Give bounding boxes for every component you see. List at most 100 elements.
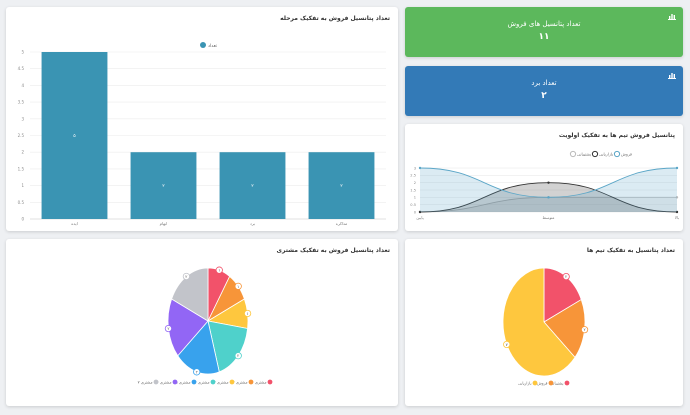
slice-label-bubble [182,272,190,281]
team-chart-card: تعداد پتانسیل به تفکیک تیم ها ۲ ۲ ۷ پشتیبان… [405,239,683,406]
y-tick-label: 1 [414,196,416,200]
y-tick-label: 4 [21,83,24,88]
bar [41,52,108,219]
x-tick-label: متوسط [543,215,555,220]
slice-value-label: ۲ [185,274,187,279]
slice-value-label: ۱ [237,284,239,289]
series-point [547,196,550,199]
wins-label: تعداد برد [531,79,557,87]
y-tick-label: 3 [21,116,24,121]
team-chart-title: تعداد پتانسیل به تفکیک تیم ها [586,247,675,254]
y-tick-label: 2.5 [410,174,416,178]
legend-label: مشتری ۴ [195,379,210,384]
series-point [675,166,679,170]
legend-label: فروش [621,152,632,157]
wins-value: ۲ [541,91,547,101]
legend-swatch [532,380,538,386]
y-tick-label: 1.5 [410,188,416,192]
slice-label-bubble [215,266,223,274]
slice-label-bubble [193,368,201,376]
bar-value-label: ۵ [73,134,76,139]
slice-value-label: ۱ [247,311,249,316]
y-tick-label: 4.5 [18,66,25,71]
sales-potentials-tile[interactable]: تعداد پتانسیل های فروش ۱۱ [405,7,683,57]
legend-swatch [591,150,599,158]
legend-label: مشتری ۳ [214,379,229,384]
series-point [547,181,550,184]
bar-value-label: ۲ [251,184,254,189]
x-tick-label: مذاکره [336,221,348,226]
legend-swatch [153,379,159,385]
slice-value-label: ۷ [506,342,509,347]
slice-label-bubble [164,324,173,333]
bar-value-label: ۲ [162,184,165,189]
legend-swatch [564,380,570,386]
series-point [675,196,679,199]
y-tick-label: 0.5 [18,200,25,205]
legend-swatch [248,379,254,385]
y-tick-label: 2 [414,181,416,185]
legend-label: مشتری ۷ [138,379,153,384]
x-tick-label: ایده [71,221,77,226]
y-tick-label: 5 [21,50,24,55]
legend-label: مشتری ۱ [252,379,267,384]
sales-potentials-label: تعداد پتانسیل های فروش [507,20,581,28]
slice-label-bubble [243,309,252,318]
legend-label: پشتیبانی [577,152,591,157]
x-tick-label: بالا [675,215,679,220]
slice-value-label: ۲ [196,369,198,374]
bar-chart-icon [668,73,676,79]
y-tick-label: 2.5 [18,133,25,138]
slice-value-label: ۲ [167,326,169,331]
customer-chart-card: تعداد پتانسیل فروش به تفکیک مشتری ۱ ۱ ۱ ۲ ۲ ۲… [6,239,398,406]
series-point [675,210,679,214]
legend-label: بازاریابی [599,152,613,157]
y-tick-label: 0 [21,217,24,222]
slice-label-bubble [580,326,589,334]
y-tick-label: 2 [21,150,24,155]
legend-swatch [613,150,621,158]
legend-swatch [569,150,577,158]
legend-label: مشتری ۶ [157,379,172,384]
x-tick-label: ابهام [160,221,168,226]
bar [308,152,375,219]
series-point [418,210,422,214]
stage-bar-chart[interactable]: تعداد 0 0.5 1 1.5 2 2.5 3 3.5 4 4.5 5 ۲ مذاکره ۲ برد ۲ اب… [6,7,398,231]
legend-label: تعداد [208,44,218,49]
priority-area-chart[interactable]: پشتیبانی بازاریابی فروش 0 0.5 1 1.5 2 2.5 3 بالا مت… [405,124,683,231]
priority-chart-card: پتانسیل فروش تیم ها به تفکیک اولویت پشتی… [405,124,683,231]
priority-chart-title: پتانسیل فروش تیم ها به تفکیک اولویت [558,132,675,139]
slice-value-label: ۱ [218,268,220,273]
y-tick-label: 0 [414,210,417,214]
x-tick-label: برد [250,221,255,226]
legend-swatch [548,380,554,386]
sales-potentials-value: ۱۱ [538,32,550,42]
wins-tile[interactable]: تعداد برد ۲ [405,66,683,116]
slice-label-bubble [234,352,242,360]
customer-pie-chart[interactable]: ۱ ۱ ۱ ۲ ۲ ۲ ۲ مشتری ۱ مشتری ۲ مشتری ۳ مشتری ۴ مشتری… [6,239,398,406]
legend-swatch [191,379,197,385]
bar [219,152,286,219]
legend-swatch [229,379,235,385]
legend-label: مشتری ۲ [233,379,248,384]
slice-label-bubble [562,272,570,281]
legend-swatch [267,379,273,385]
x-tick-label: پایین [416,215,423,220]
series-point [418,166,422,170]
y-tick-label: 0.5 [410,203,416,207]
legend-swatch [172,379,178,385]
bar [130,152,197,219]
series-area [420,168,677,212]
customer-chart-title: تعداد پتانسیل فروش به تفکیک مشتری [276,247,390,254]
legend-swatch [200,42,206,48]
legend-swatch [210,379,216,385]
legend-label: بازاریابی [518,380,531,385]
legend-label: فروش [537,380,548,385]
y-tick-label: 1.5 [18,166,25,171]
slice-label-bubble [234,282,242,290]
stage-chart-title: تعداد پتانسیل فروش به تفکیک مرحله [280,15,390,22]
legend-label: مشتری ۵ [176,379,191,384]
series-area [420,197,677,212]
slice-value-label: ۲ [237,353,239,358]
